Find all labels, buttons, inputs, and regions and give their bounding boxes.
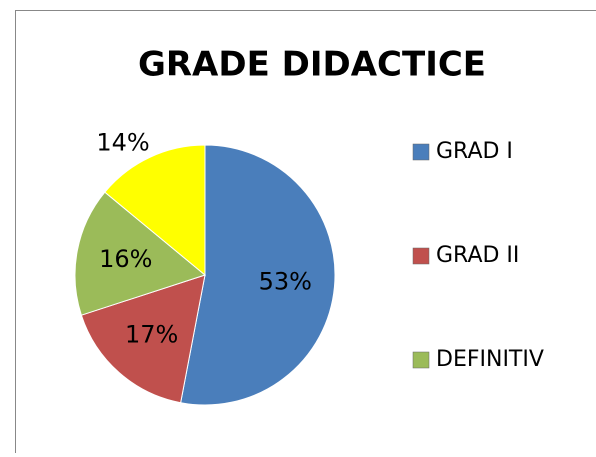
legend-swatch bbox=[413, 248, 429, 264]
legend-swatch bbox=[413, 352, 429, 368]
legend-label: DEFINITIV bbox=[436, 347, 544, 372]
legend-label: GRAD II bbox=[436, 243, 519, 268]
legend-swatch bbox=[413, 144, 429, 160]
data-label: 16% bbox=[99, 245, 152, 273]
data-label: 14% bbox=[96, 128, 149, 156]
data-label: 17% bbox=[125, 320, 178, 348]
data-label: 53% bbox=[259, 268, 312, 296]
legend-label: GRAD I bbox=[436, 139, 513, 164]
chart-title: GRADE DIDACTICE bbox=[138, 45, 486, 85]
